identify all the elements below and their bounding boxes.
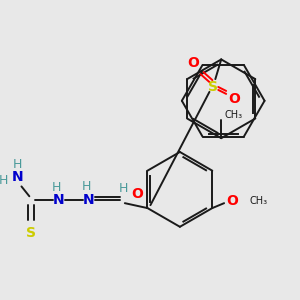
Text: N: N <box>82 193 94 207</box>
Text: H: H <box>0 174 8 187</box>
Text: S: S <box>208 80 218 94</box>
Text: H: H <box>82 180 91 193</box>
Text: H: H <box>13 158 22 171</box>
Text: CH₃: CH₃ <box>224 110 242 120</box>
Text: O: O <box>228 92 240 106</box>
Text: H: H <box>52 181 62 194</box>
Text: CH₃: CH₃ <box>250 196 268 206</box>
Text: H: H <box>119 182 128 195</box>
Text: N: N <box>53 193 65 207</box>
Text: O: O <box>132 187 144 201</box>
Text: N: N <box>12 169 23 184</box>
Text: S: S <box>26 226 36 240</box>
Text: O: O <box>226 194 238 208</box>
Text: O: O <box>188 56 200 70</box>
